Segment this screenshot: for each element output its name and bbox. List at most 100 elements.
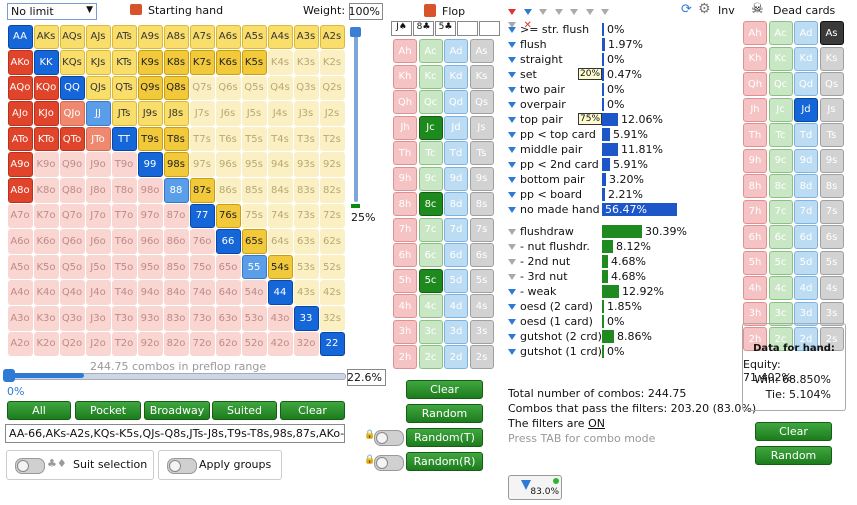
dead-card[interactable]: Qs xyxy=(819,72,844,96)
hand-cell[interactable]: K9s xyxy=(137,50,163,75)
flop-card[interactable]: 6s xyxy=(469,243,494,267)
hand-cell[interactable]: 76s xyxy=(215,203,241,229)
filter-row[interactable]: - 2nd nut xyxy=(508,254,570,269)
flop-clear-button[interactable]: Clear xyxy=(406,380,483,399)
flop-card[interactable]: 7s xyxy=(469,217,494,242)
filter-row[interactable]: oesd (1 card) xyxy=(508,314,593,329)
hand-cell[interactable]: T8s xyxy=(163,126,189,152)
dead-card[interactable]: 4d xyxy=(794,276,818,300)
hand-cell[interactable]: 97s xyxy=(189,152,215,178)
dead-card[interactable]: 6h xyxy=(743,225,767,249)
flop-card[interactable]: Jd xyxy=(444,115,468,140)
hand-cell[interactable]: 55 xyxy=(241,254,267,280)
hand-cell[interactable]: T4s xyxy=(267,126,293,152)
hand-cell[interactable]: A5o xyxy=(7,254,33,280)
hand-cell[interactable]: 82s xyxy=(319,178,345,203)
dead-card[interactable]: 2h xyxy=(743,327,767,351)
dead-card[interactable]: Ts xyxy=(819,123,844,147)
hand-cell[interactable]: 85s xyxy=(241,178,267,203)
dead-card[interactable]: 9c xyxy=(768,148,793,173)
hand-cell[interactable]: KTo xyxy=(33,126,59,152)
hand-cell[interactable]: 42s xyxy=(319,280,345,306)
filter-funnel-icon[interactable] xyxy=(508,333,516,340)
flop-card[interactable]: Kh xyxy=(393,64,417,89)
filter-funnel-icon[interactable] xyxy=(508,288,516,295)
filter-row[interactable]: pp < board xyxy=(508,187,582,202)
dead-card[interactable]: 2s xyxy=(819,327,844,351)
dead-card[interactable]: 8s xyxy=(819,174,844,198)
hand-cell[interactable]: 52s xyxy=(319,254,345,280)
close-icon[interactable]: ✕ xyxy=(523,20,532,31)
dead-clear-button[interactable]: Clear xyxy=(755,422,832,441)
hand-cell[interactable]: 63o xyxy=(215,306,241,331)
flop-card[interactable]: 6h xyxy=(393,243,417,267)
filter-row[interactable]: oesd (2 card) xyxy=(508,299,593,314)
hand-cell[interactable]: 86o xyxy=(163,229,189,254)
flop-card[interactable]: 9d xyxy=(444,166,468,191)
filter-funnel-icon[interactable] xyxy=(508,191,516,198)
dead-card[interactable]: 3d xyxy=(794,301,818,326)
dead-card[interactable]: 7s xyxy=(819,199,844,224)
hand-cell[interactable]: Q3o xyxy=(59,306,85,331)
hand-cell[interactable]: 72s xyxy=(319,203,345,229)
hand-cell[interactable]: 66 xyxy=(215,229,241,254)
hand-cell[interactable]: T6o xyxy=(111,229,137,254)
random-t-toggle[interactable] xyxy=(374,430,404,446)
hand-cell[interactable]: 33 xyxy=(293,306,319,331)
flop-card[interactable]: 3s xyxy=(469,319,494,344)
hand-cell[interactable]: 77 xyxy=(189,203,215,229)
hand-cell[interactable]: J9o xyxy=(85,152,111,178)
hand-cell[interactable]: K4o xyxy=(33,280,59,306)
hand-cell[interactable]: 87s xyxy=(189,178,215,203)
dead-card[interactable]: 2d xyxy=(794,327,818,351)
filter-row[interactable]: >= str. flush xyxy=(508,22,589,37)
weight-input[interactable]: 100% xyxy=(349,3,383,20)
hand-cell[interactable]: 84s xyxy=(267,178,293,203)
hand-cell[interactable]: K3o xyxy=(33,306,59,331)
hand-cell[interactable]: J5o xyxy=(85,254,111,280)
hand-cell[interactable]: Q7o xyxy=(59,203,85,229)
hand-cell[interactable]: J7o xyxy=(85,203,111,229)
flop-card[interactable]: 2c xyxy=(418,345,443,369)
dead-random-button[interactable]: Random xyxy=(755,446,832,465)
flop-card[interactable]: 8c xyxy=(418,192,443,216)
flop-card[interactable]: 8h xyxy=(393,192,417,216)
hand-cell[interactable]: 74o xyxy=(189,280,215,306)
filter-funnel-icon[interactable] xyxy=(508,318,516,325)
hand-cell[interactable]: K7s xyxy=(189,50,215,75)
broadway-button[interactable]: Broadway xyxy=(144,401,210,420)
hand-cell[interactable]: 42o xyxy=(267,331,293,357)
dead-card[interactable]: 3h xyxy=(743,301,767,326)
flop-card[interactable]: 5d xyxy=(444,268,468,293)
dead-card[interactable]: 3c xyxy=(768,301,793,326)
hand-cell[interactable]: A8o xyxy=(7,178,33,203)
flop-card[interactable]: 3h xyxy=(393,319,417,344)
filter-row[interactable]: flushdraw xyxy=(508,224,574,239)
flop-card[interactable]: 2h xyxy=(393,345,417,369)
random-r-toggle[interactable] xyxy=(374,455,404,471)
flop-card[interactable]: 9s xyxy=(469,166,494,191)
filter-row[interactable]: - weak xyxy=(508,284,556,299)
hand-cell[interactable]: 92s xyxy=(319,152,345,178)
hand-cell[interactable]: T5o xyxy=(111,254,137,280)
hand-cell[interactable]: Q4o xyxy=(59,280,85,306)
flop-card[interactable]: Td xyxy=(444,141,468,165)
hand-cell[interactable]: KQs xyxy=(59,50,85,75)
hand-cell[interactable]: 64s xyxy=(267,229,293,254)
hand-cell[interactable]: 87o xyxy=(163,203,189,229)
hand-cell[interactable]: ATo xyxy=(7,126,33,152)
hand-cell[interactable]: A2o xyxy=(7,331,33,357)
hand-cell[interactable]: J5s xyxy=(241,101,267,126)
hand-cell[interactable]: KJo xyxy=(33,101,59,126)
hand-cell[interactable]: 75o xyxy=(189,254,215,280)
hand-cell[interactable]: A7s xyxy=(189,24,215,50)
flop-random-button[interactable]: Random xyxy=(406,404,483,423)
dead-card[interactable]: As xyxy=(819,21,844,45)
dead-card[interactable]: 7d xyxy=(794,199,818,224)
dead-card[interactable]: 9h xyxy=(743,148,767,173)
dead-card[interactable]: 8d xyxy=(794,174,818,198)
dead-card[interactable]: 8c xyxy=(768,174,793,198)
flop-slot-3[interactable]: 5♣ xyxy=(435,21,456,36)
hand-cell[interactable]: 93o xyxy=(137,306,163,331)
hand-cell[interactable]: J4o xyxy=(85,280,111,306)
